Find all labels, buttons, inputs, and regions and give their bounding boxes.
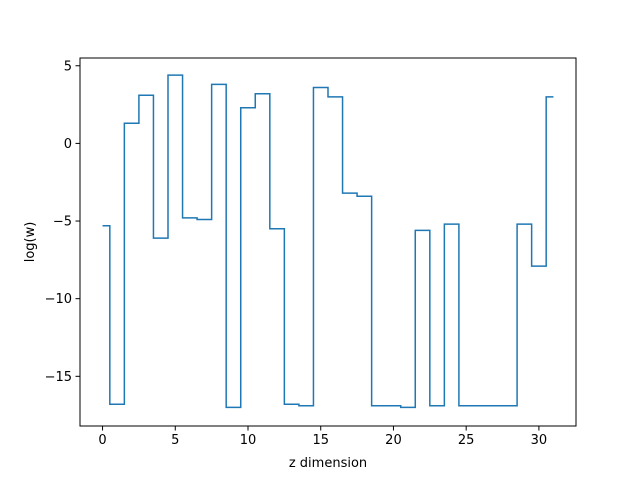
y-tick-label: −15 <box>45 370 72 385</box>
x-tick-label: 25 <box>458 433 475 448</box>
x-tick-label: 5 <box>171 433 179 448</box>
x-tick-label: 0 <box>98 433 106 448</box>
y-tick-label: −10 <box>45 292 72 307</box>
y-axis-label: log(w) <box>23 222 38 263</box>
series-step-line <box>102 74 554 409</box>
x-tick-label: 15 <box>312 433 329 448</box>
y-tick-label: 5 <box>64 59 72 74</box>
x-tick-label: 20 <box>385 433 402 448</box>
axes-frame <box>79 57 577 427</box>
y-tick-label: 0 <box>64 137 72 152</box>
y-axis-ticks: 5 0 −5 −10 −15 <box>45 59 80 385</box>
x-tick-label: 30 <box>531 433 548 448</box>
x-axis-ticks: 0 5 10 15 20 25 30 <box>98 426 547 448</box>
y-tick-label: −5 <box>53 215 72 230</box>
plot-area <box>102 74 554 409</box>
x-tick-label: 10 <box>240 433 257 448</box>
x-axis-label: z dimension <box>289 456 367 471</box>
